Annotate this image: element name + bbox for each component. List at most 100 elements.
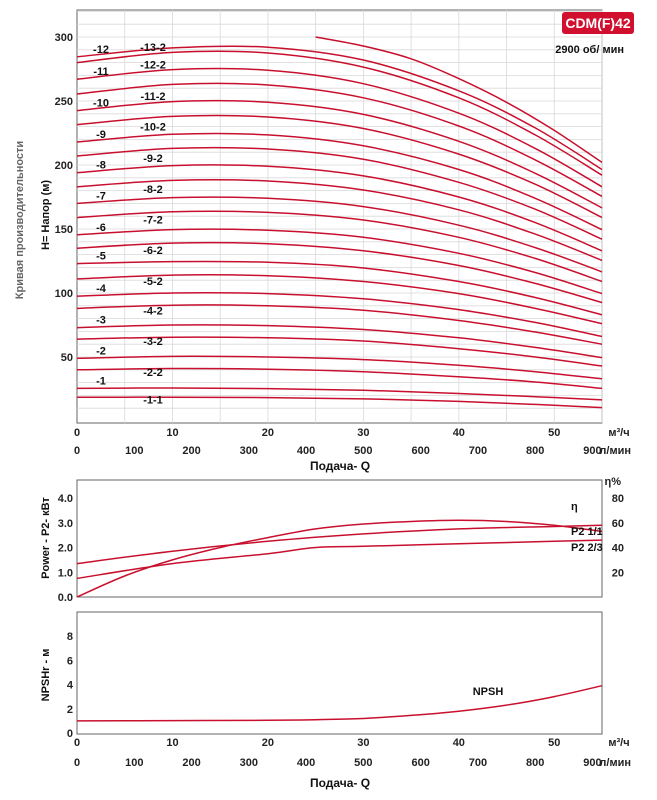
head-curve (76, 45, 603, 171)
head-curve (76, 367, 603, 390)
head-x-tick: 50 (548, 427, 560, 439)
power-plot-frame (76, 479, 603, 598)
head-x-unit-top: м³/ч (608, 427, 629, 439)
head-curve (76, 292, 603, 338)
head-curve (76, 67, 603, 188)
head-curve-label: -8 (96, 160, 106, 172)
npsh-y-tick: 2 (67, 704, 73, 716)
head-x-tick-lpm: 900 (583, 445, 601, 457)
head-curve (76, 355, 603, 380)
eff-y-tick: 60 (612, 518, 624, 530)
head-curve (76, 387, 603, 401)
eff-y-tick: 20 (612, 567, 624, 579)
head-curve-label: -7 (96, 190, 106, 202)
head-curve-label: -4-2 (143, 305, 163, 317)
head-x-tick-lpm: 600 (411, 445, 429, 457)
head-curve (76, 336, 603, 367)
head-x-tick-lpm: 800 (526, 445, 544, 457)
head-x-tick: 30 (357, 427, 369, 439)
head-curve-label: -12-2 (140, 60, 166, 72)
head-x-tick-lpm: 700 (469, 445, 487, 457)
npsh-plot-frame (76, 611, 603, 735)
head-y-tick: 250 (55, 96, 73, 108)
head-x-unit-bottom: л/мин (599, 445, 631, 457)
npsh-x-tick-lpm: 100 (125, 757, 143, 769)
head-curve (76, 241, 603, 304)
head-ylabel: H= Напор (м) (40, 180, 52, 250)
eff-y-tick: 40 (612, 543, 624, 555)
head-x-tick: 10 (166, 427, 178, 439)
power-y-tick: 0.0 (58, 592, 73, 604)
npsh-x-tick-lpm: 500 (354, 757, 372, 769)
npsh-y-tick: 4 (67, 680, 74, 692)
head-curve-label: -1 (96, 375, 106, 387)
power-y-tick: 2.0 (58, 543, 73, 555)
head-curve (76, 114, 603, 219)
npsh-x-tick: 50 (548, 737, 560, 749)
head-x-tick: 0 (74, 427, 80, 439)
npsh-x-tick: 20 (262, 737, 274, 749)
npsh-x-tick: 30 (357, 737, 369, 749)
head-curve-label: -5-2 (143, 276, 163, 288)
chart-curves (76, 36, 603, 722)
head-x-tick: 40 (453, 427, 465, 439)
head-curve (76, 210, 603, 283)
head-curve-label: -3-2 (143, 336, 163, 348)
power-curve (76, 524, 603, 565)
head-curve-label: -10 (93, 98, 109, 110)
p2-full-label: P2 1/1 (571, 526, 603, 538)
head-x-tick-lpm: 400 (297, 445, 315, 457)
head-x-tick-lpm: 200 (182, 445, 200, 457)
head-y-tick: 150 (55, 224, 73, 236)
npsh-x-tick: 40 (453, 737, 465, 749)
npsh-y-tick: 6 (67, 655, 73, 667)
side-title: Кривая производительности (14, 141, 26, 299)
npsh-xlabel: Подача- Q (310, 776, 370, 790)
head-curve (76, 50, 603, 176)
head-curve-label: -6 (96, 222, 106, 234)
head-curve-label: -5 (96, 251, 106, 263)
head-curve (76, 260, 603, 316)
npsh-curve-label: NPSH (473, 686, 504, 698)
head-curve-label: -12 (93, 44, 109, 56)
head-curve (76, 324, 603, 359)
head-x-tick-lpm: 100 (125, 445, 143, 457)
p2-twothirds-label: P2 2/3 (571, 542, 603, 554)
npsh-x-tick: 0 (74, 737, 80, 749)
head-curve-label: -11 (93, 66, 108, 78)
head-curve (76, 132, 603, 231)
power-curve (76, 539, 603, 580)
power-curve (76, 519, 603, 598)
head-curve-label: -9 (96, 129, 106, 141)
npsh-x-tick: 10 (166, 737, 178, 749)
npsh-x-tick-lpm: 200 (182, 757, 200, 769)
head-curve-label: -3 (96, 315, 106, 327)
eff-y-tick: 80 (612, 493, 624, 505)
head-curve (76, 146, 603, 240)
model-badge: CDM(F)42 (562, 12, 634, 34)
npsh-x-tick-lpm: 400 (297, 757, 315, 769)
head-curve (76, 99, 603, 209)
npsh-y-tick: 0 (67, 728, 73, 740)
head-xlabel: Подача- Q (310, 459, 370, 473)
head-y-tick: 100 (55, 288, 73, 300)
power-y-tick: 1.0 (58, 567, 73, 579)
head-curve (76, 304, 603, 345)
speed-label: 2900 об/ мин (555, 44, 624, 56)
head-curve (76, 164, 603, 252)
head-curve-label: -1-1 (143, 394, 163, 406)
eff-curve-label: η (571, 501, 578, 513)
head-curve (76, 178, 603, 262)
npsh-x-tick-lpm: 800 (526, 757, 544, 769)
npsh-curve (76, 684, 603, 722)
model-badge-text: CDM(F)42 (565, 15, 631, 31)
npsh-ylabel: NPSHr - м (40, 649, 52, 702)
npsh-x-tick-lpm: 0 (74, 757, 80, 769)
npsh-x-tick-lpm: 700 (469, 757, 487, 769)
head-curve-label: -2 (96, 345, 106, 357)
head-curve (76, 274, 603, 325)
head-curve-label: -8-2 (143, 184, 163, 196)
head-curve-label: -6-2 (143, 245, 163, 257)
